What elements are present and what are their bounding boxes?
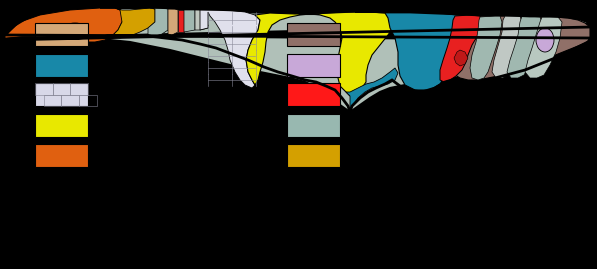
Bar <box>287 144 340 167</box>
Bar <box>287 23 340 46</box>
Polygon shape <box>346 68 398 112</box>
Polygon shape <box>184 10 195 32</box>
Polygon shape <box>492 16 522 78</box>
Polygon shape <box>5 8 590 112</box>
Polygon shape <box>178 10 184 32</box>
Bar <box>287 83 340 106</box>
Polygon shape <box>148 8 168 36</box>
Bar <box>287 54 340 77</box>
Polygon shape <box>470 16 502 80</box>
Bar <box>287 114 340 137</box>
Polygon shape <box>507 16 542 78</box>
Polygon shape <box>195 10 208 30</box>
Bar <box>35 54 88 77</box>
Polygon shape <box>168 9 178 35</box>
Polygon shape <box>454 50 468 66</box>
Polygon shape <box>5 8 125 42</box>
Polygon shape <box>100 8 155 38</box>
Polygon shape <box>355 12 468 90</box>
Polygon shape <box>455 16 590 80</box>
Polygon shape <box>200 10 260 88</box>
Bar <box>44 95 61 106</box>
Bar <box>53 83 70 95</box>
Polygon shape <box>440 15 482 82</box>
Ellipse shape <box>536 28 554 52</box>
Polygon shape <box>246 12 395 96</box>
Bar <box>35 144 88 167</box>
Bar <box>35 83 53 95</box>
Bar <box>70 83 88 95</box>
Bar <box>79 95 97 106</box>
Bar <box>35 114 88 137</box>
Bar <box>61 95 79 106</box>
Ellipse shape <box>64 23 86 33</box>
Bar <box>35 83 88 106</box>
Bar <box>35 23 88 46</box>
Polygon shape <box>525 17 562 78</box>
